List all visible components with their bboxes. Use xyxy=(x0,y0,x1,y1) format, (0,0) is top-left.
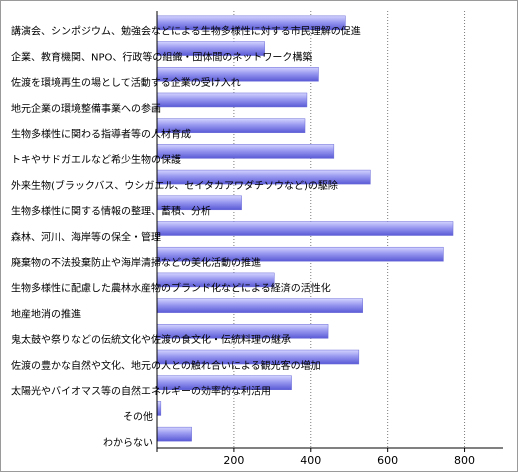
category-label: 地元企業の環境整備事業への参画 xyxy=(11,102,161,115)
category-label: 鬼太鼓や祭りなどの伝統文化や佐渡の食文化・伝統料理の継承 xyxy=(11,333,291,346)
category-label: 太陽光やバイオマス等の自然エネルギーの効率的な利活用 xyxy=(11,385,271,398)
gridlines xyxy=(233,11,466,448)
bar-16 xyxy=(156,426,192,442)
bars xyxy=(156,15,454,442)
category-labels: 講演会、シンポジウム、勉強会などによる生物多様性に対する市民理解の促進企業、教育… xyxy=(11,25,361,449)
x-tick-label: 600 xyxy=(377,454,398,467)
category-label: わからない xyxy=(103,437,153,449)
category-label: 講演会、シンポジウム、勉強会などによる生物多様性に対する市民理解の促進 xyxy=(11,25,361,38)
x-tick-label: 200 xyxy=(223,454,244,467)
category-label: トキやサドガエルなど希少生物の保護 xyxy=(11,153,181,166)
axes xyxy=(156,11,503,452)
bar-3 xyxy=(156,92,308,108)
bar-8 xyxy=(156,221,454,236)
category-label: その他 xyxy=(123,410,153,423)
x-tick-labels: 200 400 600 800 xyxy=(223,454,475,467)
category-label: 生物多様性に関する情報の整理、蓄積、分析 xyxy=(11,205,211,218)
category-label: 佐渡の豊かな自然や文化、地元の人との触れ合いによる観光客の増加 xyxy=(11,359,321,372)
bar-5 xyxy=(156,144,335,159)
category-label: 森林、河川、海岸等の保全・管理 xyxy=(11,230,161,243)
category-label: 地産地消の推進 xyxy=(11,307,81,320)
category-label: 廃棄物の不法投棄防止や海岸清掃などの美化活動の推進 xyxy=(11,256,261,269)
bar-11 xyxy=(156,298,363,313)
x-tick-label: 400 xyxy=(300,454,321,467)
x-tick-label: 800 xyxy=(454,454,475,467)
bar-15 xyxy=(156,401,162,416)
category-label: 外来生物(ブラックバス、ウシガエル、セイタカアワダチソウなど)の駆除 xyxy=(11,179,338,192)
category-label: 生物多様性に関わる指導者等の人材育成 xyxy=(11,127,191,140)
category-label: 佐渡を環境再生の場として活動する企業の受け入れ xyxy=(11,76,241,89)
category-label: 企業、教育機関、NPO、行政等の組織・団体間のネットワーク構築 xyxy=(11,50,312,63)
category-label: 生物多様性に配慮した農林水産物のブランド化などによる経済の活性化 xyxy=(11,282,331,295)
